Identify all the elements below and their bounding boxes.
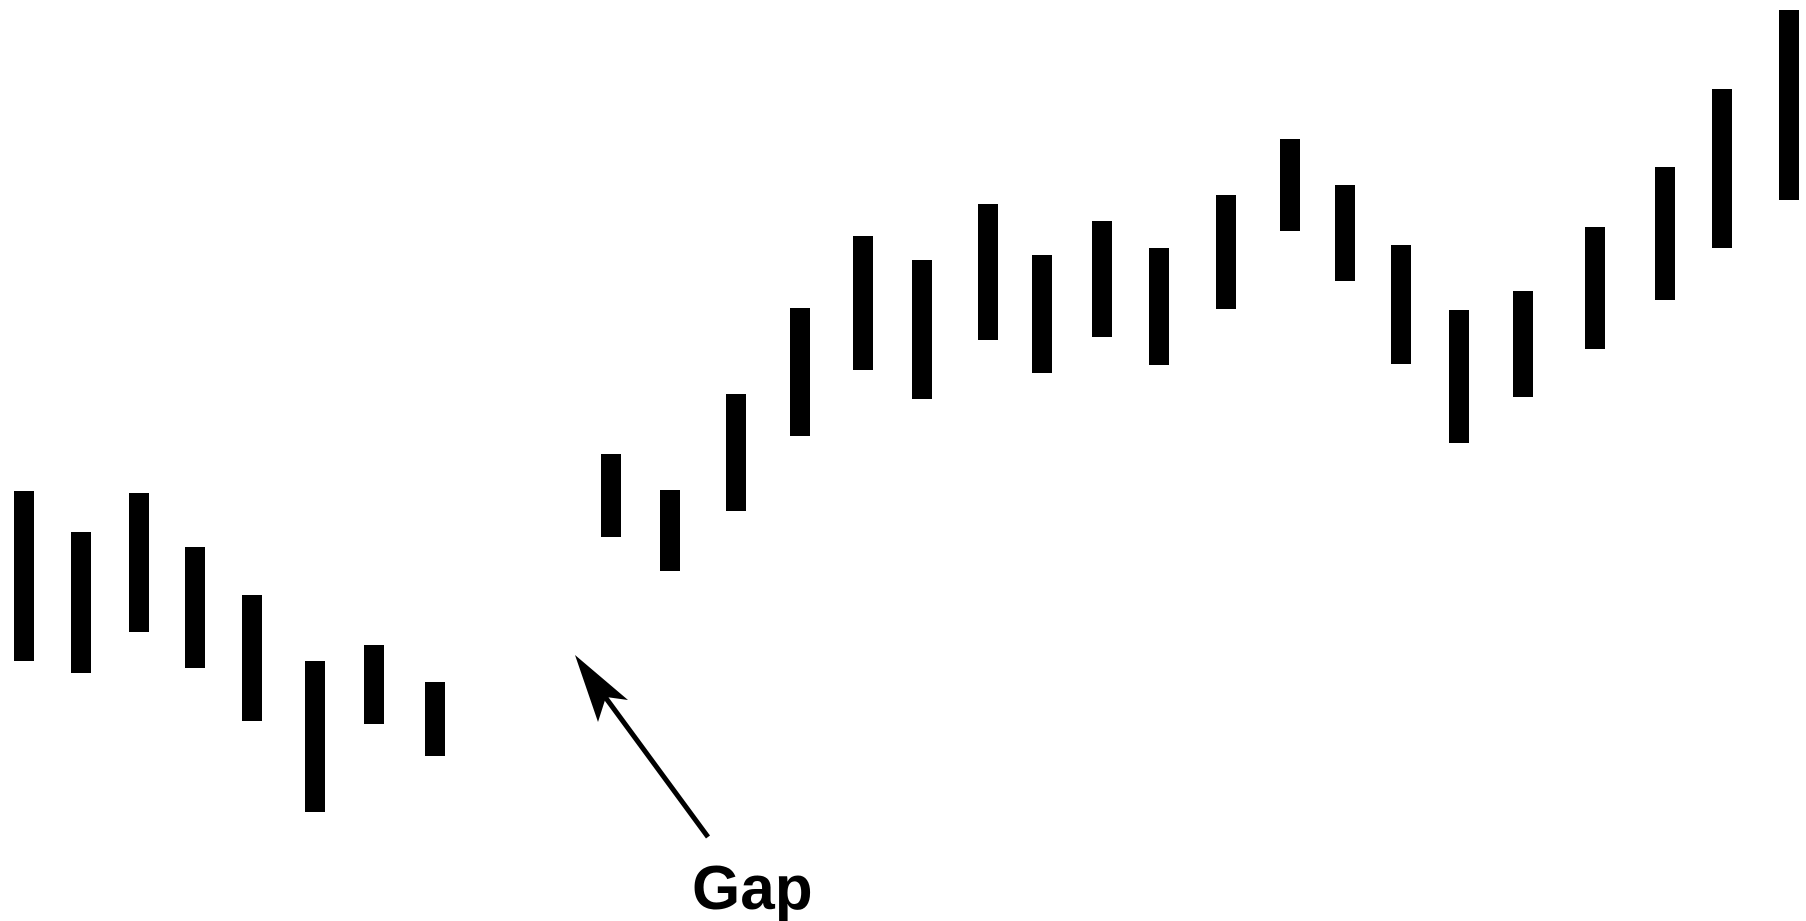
price-bar-12 [790, 308, 810, 436]
gap-arrow-line [597, 688, 711, 839]
price-bar-17 [1092, 221, 1112, 337]
price-bar-20 [1280, 139, 1300, 231]
price-bar-8 [425, 682, 445, 756]
price-bar-2 [71, 532, 91, 673]
price-bar-11 [726, 394, 746, 511]
price-bar-19 [1216, 195, 1236, 309]
price-bar-16 [1032, 255, 1052, 373]
price-bar-5 [242, 595, 262, 721]
gap-annotation: Gap [575, 655, 813, 921]
price-bar-23 [1449, 310, 1469, 443]
price-bar-18 [1149, 248, 1169, 365]
price-bar-21 [1335, 185, 1355, 281]
gap-annotation-label: Gap [692, 854, 813, 921]
price-bar-1 [14, 491, 34, 661]
price-bar-7 [364, 645, 384, 724]
price-bar-27 [1712, 89, 1732, 248]
price-bar-13 [853, 236, 873, 370]
price-bar-6 [305, 661, 325, 812]
price-bar-25 [1585, 227, 1605, 349]
price-bar-28 [1779, 10, 1799, 200]
price-bar-9 [601, 454, 621, 537]
price-bar-3 [129, 493, 149, 632]
price-bar-10 [660, 490, 680, 571]
gap-arrow-head [575, 655, 628, 722]
price-bar-15 [978, 204, 998, 340]
price-bar-26 [1655, 167, 1675, 300]
price-bar-24 [1513, 291, 1533, 397]
price-bar-4 [185, 547, 205, 668]
price-bars [14, 10, 1799, 812]
price-bar-22 [1391, 245, 1411, 364]
price-bar-14 [912, 260, 932, 399]
